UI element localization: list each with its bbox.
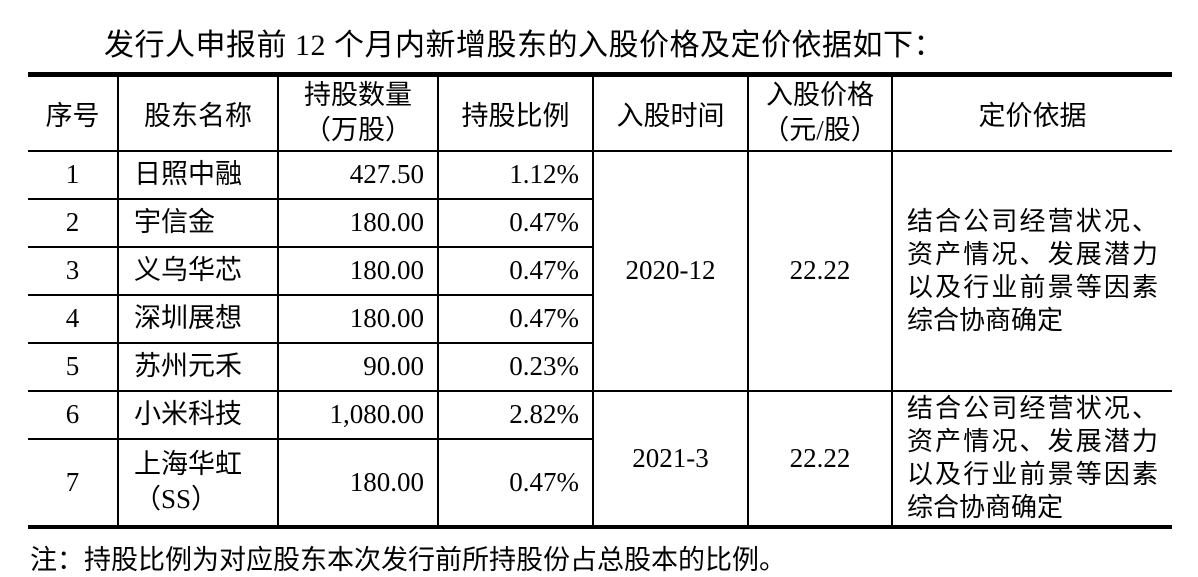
cell-share-ratio: 2.82%: [437, 389, 594, 440]
cell-share-ratio: 0.23%: [437, 341, 594, 392]
cell-shareholder-name: 上海华虹 （SS）: [117, 437, 279, 528]
shareholder-pricing-table: 序号 股东名称 持股数量 （万股） 持股比例 入股时间 入股价格 （元/股） 定…: [28, 72, 1172, 529]
cell-shareholder-name: 苏州元禾: [117, 341, 279, 392]
footnote: 注：持股比例为对应股东本次发行前所持股份占总股本的比例。: [30, 545, 786, 575]
cell-share-quantity: 180.00: [277, 197, 439, 248]
cell-seq: 5: [28, 341, 119, 392]
header-row: 序号 股东名称 持股数量 （万股） 持股比例 入股时间 入股价格 （元/股） 定…: [28, 73, 1172, 152]
cell-seq: 6: [28, 389, 119, 440]
cell-shareholder-name: 宇信金: [117, 197, 279, 248]
table-row: 5 苏州元禾 90.00 0.23%: [28, 341, 1172, 392]
cell-shareholder-name: 小米科技: [117, 389, 279, 440]
cell-share-quantity: 1,080.00: [277, 389, 439, 440]
table-row: 2 宇信金 180.00 0.47%: [28, 197, 1172, 248]
table-row: 4 深圳展想 180.00 0.47%: [28, 293, 1172, 344]
table-row: 1 日照中融 427.50 1.12% 2020-12 22.22 结合公司经营…: [28, 149, 1172, 392]
col-header-share-quantity: 持股数量 （万股）: [277, 73, 439, 152]
cell-pricing-basis-group1: 结合公司经营状况、资产情况、发展潜力以及行业前景等因素综合协商确定: [891, 149, 1172, 392]
table-row: 6 小米科技 1,080.00 2.82% 2021-3 22.22 结合公司经…: [28, 389, 1172, 528]
cell-share-quantity: 180.00: [277, 437, 439, 528]
page-title: 发行人申报前 12 个月内新增股东的入股价格及定价依据如下：: [104, 29, 944, 62]
cell-shareholder-name: 深圳展想: [117, 293, 279, 344]
cell-entry-time-group1: 2020-12: [592, 149, 749, 392]
cell-entry-time-group2: 2021-3: [592, 389, 749, 528]
cell-entry-price-group2: 22.22: [747, 389, 893, 528]
cell-share-quantity: 180.00: [277, 293, 439, 344]
col-header-share-ratio: 持股比例: [437, 73, 594, 152]
cell-share-ratio: 1.12%: [437, 149, 594, 200]
cell-shareholder-name: 日照中融: [117, 149, 279, 200]
cell-seq: 2: [28, 197, 119, 248]
cell-seq: 7: [28, 437, 119, 528]
cell-share-ratio: 0.47%: [437, 437, 594, 528]
col-header-pricing-basis: 定价依据: [891, 73, 1172, 152]
cell-share-ratio: 0.47%: [437, 293, 594, 344]
col-header-shareholder-name: 股东名称: [117, 73, 279, 152]
col-header-seq: 序号: [28, 73, 119, 152]
cell-pricing-basis-group2: 结合公司经营状况、资产情况、发展潜力以及行业前景等因素综合协商确定: [891, 389, 1172, 528]
cell-share-quantity: 90.00: [277, 341, 439, 392]
col-header-entry-price: 入股价格 （元/股）: [747, 73, 893, 152]
cell-seq: 3: [28, 245, 119, 296]
col-header-entry-time: 入股时间: [592, 73, 749, 152]
table-row: 7 上海华虹 （SS） 180.00 0.47%: [28, 437, 1172, 528]
table-row: 3 义乌华芯 180.00 0.47%: [28, 245, 1172, 296]
cell-share-quantity: 180.00: [277, 245, 439, 296]
cell-share-ratio: 0.47%: [437, 245, 594, 296]
cell-entry-price-group1: 22.22: [747, 149, 893, 392]
cell-shareholder-name: 义乌华芯: [117, 245, 279, 296]
cell-share-quantity: 427.50: [277, 149, 439, 200]
cell-seq: 4: [28, 293, 119, 344]
cell-seq: 1: [28, 149, 119, 200]
cell-share-ratio: 0.47%: [437, 197, 594, 248]
